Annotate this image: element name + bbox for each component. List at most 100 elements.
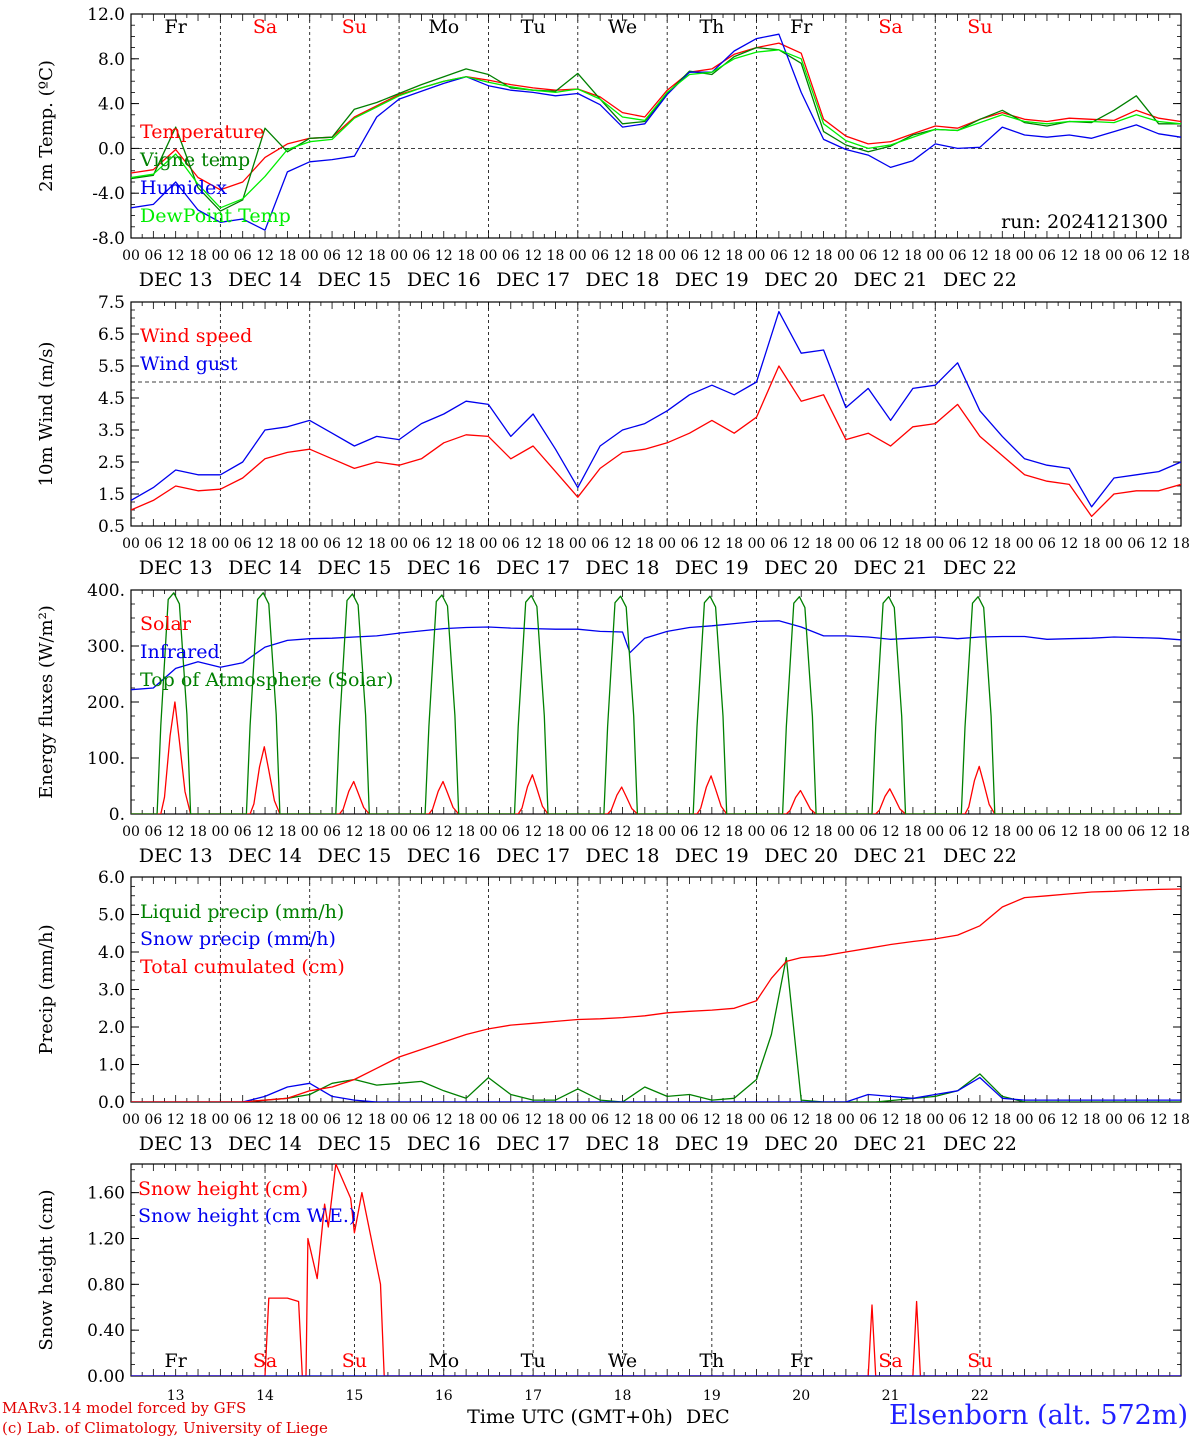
series-line-dewpoint-temp — [131, 49, 1181, 209]
hour-tick-label: 18 — [904, 824, 922, 840]
hour-tick-label: 12 — [345, 248, 363, 264]
hour-tick-label: 06 — [144, 824, 162, 840]
hour-tick-label: 12 — [703, 248, 721, 264]
hour-tick-label: 12 — [1060, 248, 1078, 264]
hour-tick-label: 18 — [904, 248, 922, 264]
y-tick-label: 1.20 — [87, 1229, 125, 1249]
y-tick-label: 6.0 — [98, 868, 125, 888]
y-axis-label: Precip (mm/h) — [36, 924, 57, 1054]
series-line-snow-precip-mm-h — [131, 1076, 1181, 1102]
hour-tick-label: 06 — [591, 248, 609, 264]
hour-tick-label: 18 — [1172, 248, 1190, 264]
hour-tick-label: 12 — [614, 824, 632, 840]
day-number-label: 17 — [524, 1388, 542, 1404]
legend-entry: Snow height (cm W.E.) — [138, 1205, 356, 1227]
date-label: DEC 16 — [407, 269, 481, 291]
weekday-label: Su — [967, 1350, 992, 1372]
hour-tick-label: 12 — [167, 536, 185, 552]
hour-tick-label: 00 — [301, 1112, 319, 1128]
hour-tick-label: 12 — [703, 536, 721, 552]
hour-tick-label: 00 — [122, 536, 140, 552]
plot-frame — [130, 589, 1182, 815]
hour-tick-label: 00 — [1016, 536, 1034, 552]
series-line-wind-gust — [131, 310, 1181, 508]
hour-tick-label: 18 — [457, 824, 475, 840]
weekday-label: Sa — [878, 1350, 902, 1372]
day-number-label: 13 — [167, 1388, 185, 1404]
lab-credit: (c) Lab. of Climatology, University of L… — [2, 1419, 328, 1437]
date-label: DEC 19 — [675, 557, 749, 579]
legend-entry: Vigne temp — [139, 149, 250, 171]
hour-tick-label: 18 — [189, 1112, 207, 1128]
hour-tick-label: 06 — [1038, 824, 1056, 840]
hour-tick-label: 18 — [368, 536, 386, 552]
weekday-label: Su — [967, 16, 992, 38]
hour-tick-label: 00 — [569, 824, 587, 840]
series-group — [131, 33, 1181, 231]
hour-tick-label: 00 — [748, 248, 766, 264]
y-axis-label: Snow height (cm) — [36, 1189, 57, 1350]
hour-tick-label: 00 — [1105, 824, 1123, 840]
series-line-liquid-precip-mm-h — [131, 956, 1181, 1102]
hour-tick-label: 00 — [480, 248, 498, 264]
date-label: DEC 21 — [854, 557, 928, 579]
y-tick-label: 0.00 — [87, 1367, 125, 1387]
hour-tick-label: 12 — [971, 1112, 989, 1128]
series-line-total-cumulated-cm — [131, 888, 1181, 1102]
legend-entry: Wind speed — [140, 325, 252, 347]
hour-tick-label: 18 — [368, 248, 386, 264]
hour-tick-label: 18 — [189, 248, 207, 264]
hour-tick-label: 18 — [815, 248, 833, 264]
weekday-label: Sa — [253, 1350, 277, 1372]
hour-tick-label: 12 — [971, 824, 989, 840]
hour-tick-label: 18 — [1083, 248, 1101, 264]
y-tick-label: 0.40 — [87, 1321, 125, 1341]
legend-entry: Snow height (cm) — [138, 1178, 308, 1200]
hour-tick-label: 12 — [1150, 536, 1168, 552]
hour-tick-label: 12 — [971, 248, 989, 264]
hour-tick-label: 18 — [993, 1112, 1011, 1128]
hour-tick-label: 12 — [703, 824, 721, 840]
hour-tick-label: 18 — [636, 824, 654, 840]
hour-tick-label: 00 — [390, 824, 408, 840]
hour-tick-label: 06 — [681, 824, 699, 840]
y-tick-label: 7.5 — [98, 293, 125, 313]
y-tick-label: 1.60 — [87, 1184, 125, 1204]
hour-tick-label: 18 — [547, 824, 565, 840]
hour-tick-label: 06 — [949, 248, 967, 264]
hour-tick-label: 12 — [167, 248, 185, 264]
legend-entry: Solar — [140, 613, 192, 635]
hour-tick-label: 12 — [1150, 824, 1168, 840]
hour-tick-label: 12 — [524, 248, 542, 264]
model-credit: MARv3.14 model forced by GFS — [2, 1399, 247, 1417]
weekday-label: Fr — [165, 16, 188, 38]
y-tick-label: 0. — [109, 805, 125, 825]
hour-tick-label: 06 — [770, 1112, 788, 1128]
y-axis-label: Energy fluxes (W/m²) — [36, 605, 57, 799]
hour-tick-label: 00 — [122, 1112, 140, 1128]
date-label: DEC 17 — [496, 557, 570, 579]
hour-tick-label: 12 — [882, 248, 900, 264]
weekday-label: Mo — [428, 16, 459, 38]
hour-tick-label: 06 — [323, 536, 341, 552]
date-label: DEC 15 — [317, 557, 391, 579]
y-axis-label: 2m Temp. (ºC) — [36, 60, 57, 192]
date-label: DEC 18 — [586, 557, 660, 579]
legend-entry: Temperature — [140, 121, 264, 143]
hour-tick-label: 12 — [792, 248, 810, 264]
hour-tick-label: 00 — [837, 1112, 855, 1128]
hour-tick-label: 18 — [904, 536, 922, 552]
hour-tick-label: 12 — [882, 536, 900, 552]
date-label: DEC 16 — [407, 557, 481, 579]
hour-tick-label: 18 — [278, 248, 296, 264]
hour-tick-label: 12 — [1150, 1112, 1168, 1128]
hour-tick-label: 06 — [859, 1112, 877, 1128]
series-group — [131, 888, 1181, 1102]
date-label: DEC 13 — [139, 845, 213, 867]
hour-tick-label: 18 — [636, 248, 654, 264]
hour-tick-label: 06 — [1038, 248, 1056, 264]
series-line-infrared — [131, 620, 1181, 691]
hour-tick-label: 00 — [211, 824, 229, 840]
hour-tick-label: 06 — [949, 824, 967, 840]
hour-tick-label: 00 — [211, 1112, 229, 1128]
